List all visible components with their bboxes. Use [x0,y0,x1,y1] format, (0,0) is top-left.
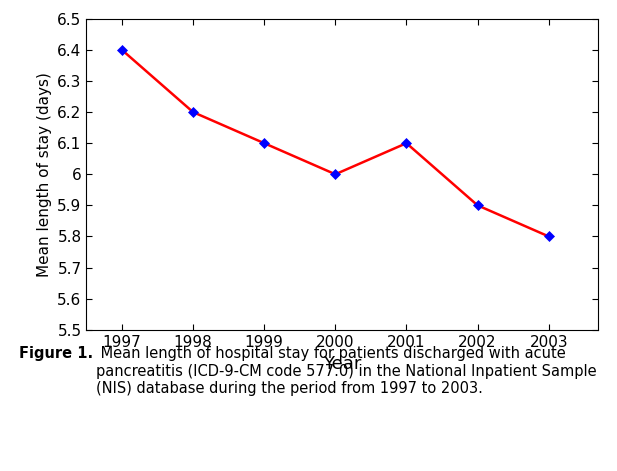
Text: Mean length of hospital stay for patients discharged with acute pancreatitis (IC: Mean length of hospital stay for patient… [96,346,597,396]
Text: Figure 1.: Figure 1. [19,346,93,361]
Y-axis label: Mean length of stay (days): Mean length of stay (days) [36,72,52,276]
X-axis label: Year: Year [323,355,362,373]
